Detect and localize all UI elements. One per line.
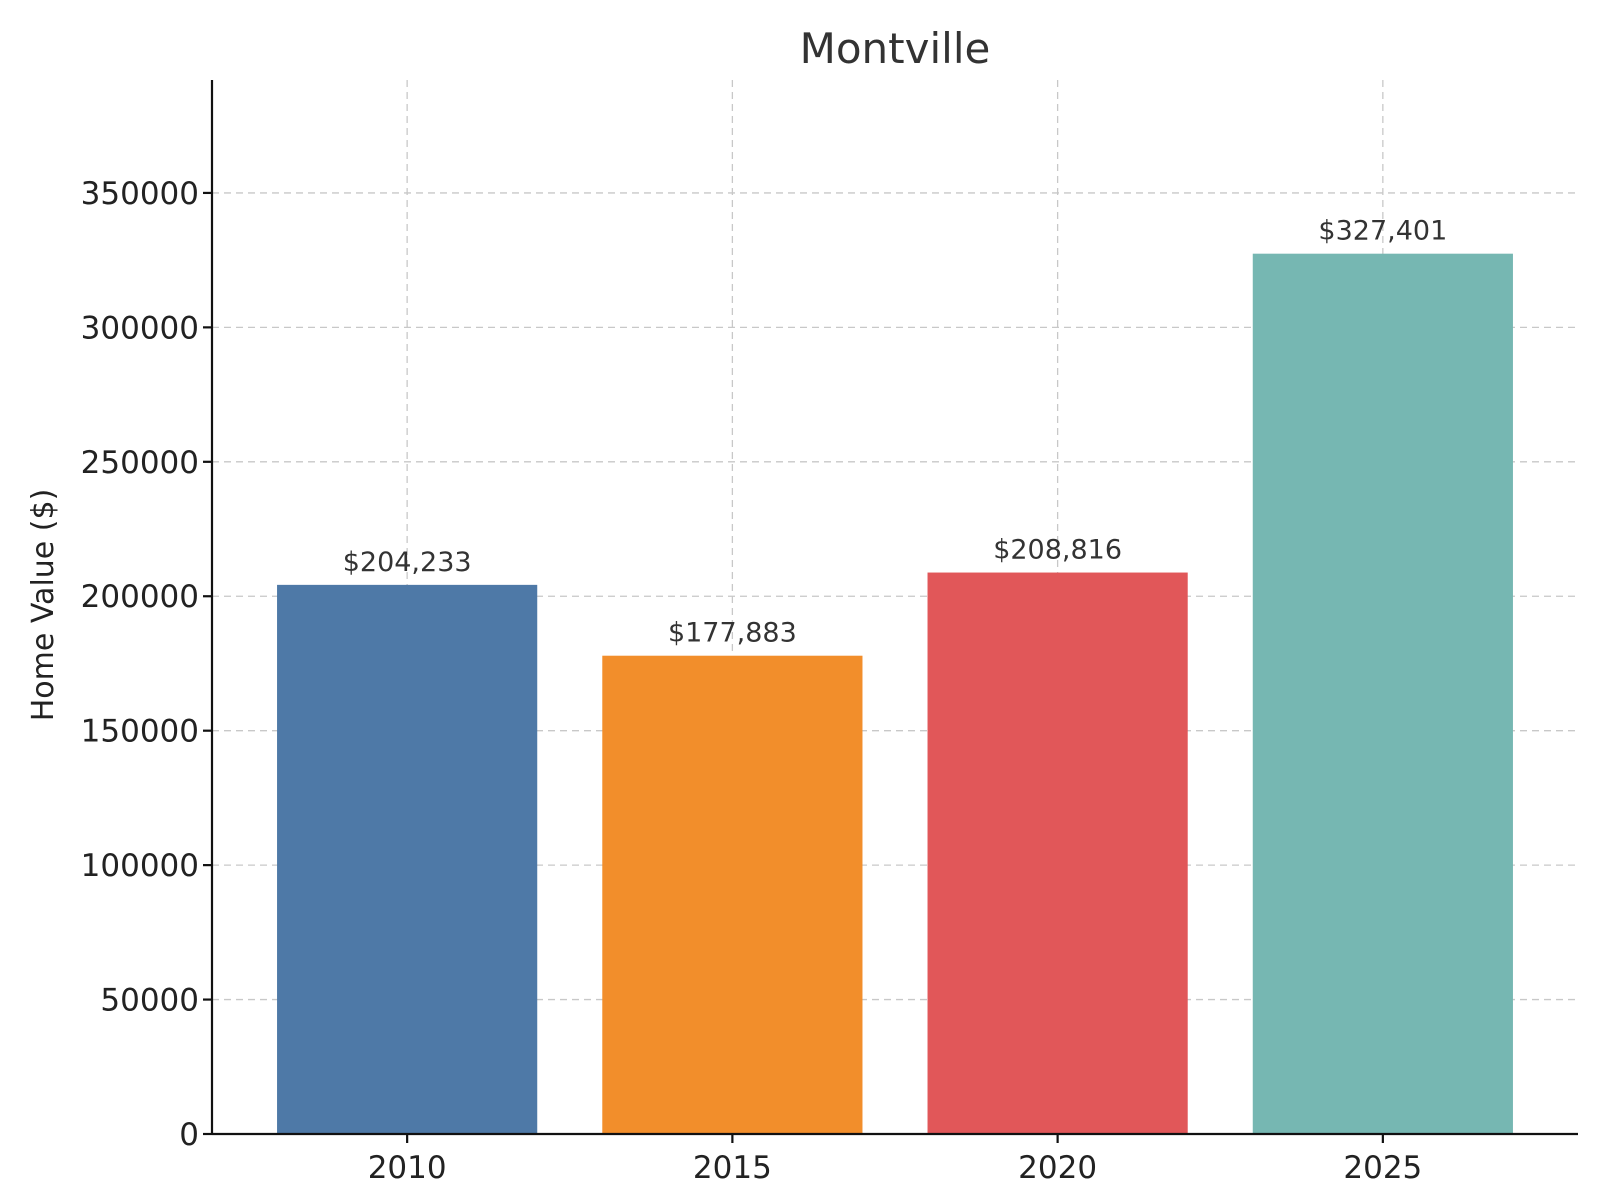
x-tick-label: 2020	[1018, 1150, 1097, 1186]
y-axis-label: Home Value ($)	[26, 489, 61, 722]
y-tick-label: 200000	[81, 579, 199, 615]
axes	[203, 80, 1578, 1143]
data-label-2025: $327,401	[1318, 216, 1447, 247]
data-label-2020: $208,816	[993, 535, 1122, 566]
x-tick-label: 2025	[1343, 1150, 1422, 1186]
x-tick-label: 2010	[368, 1150, 447, 1186]
x-tick-label: 2015	[693, 1150, 772, 1186]
y-tick-label: 0	[179, 1117, 199, 1153]
y-tick-label: 100000	[81, 848, 199, 884]
bar-2010	[277, 584, 538, 1134]
labels: 0 50000 100000 150000 200000 250000 300000 3500…	[81, 176, 1448, 1186]
y-tick-label: 250000	[81, 445, 199, 481]
data-label-2015: $177,883	[668, 618, 797, 649]
bar-2025	[1252, 253, 1513, 1135]
bar-2015	[602, 655, 863, 1134]
y-tick-label: 150000	[81, 714, 199, 750]
bar-2020	[927, 572, 1188, 1134]
chart-title: Montville	[800, 24, 991, 73]
data-label-2010: $204,233	[343, 547, 472, 578]
y-tick-label: 350000	[81, 176, 199, 212]
bars	[277, 253, 1513, 1135]
y-tick-label: 300000	[81, 310, 199, 346]
y-tick-label: 50000	[100, 983, 199, 1019]
